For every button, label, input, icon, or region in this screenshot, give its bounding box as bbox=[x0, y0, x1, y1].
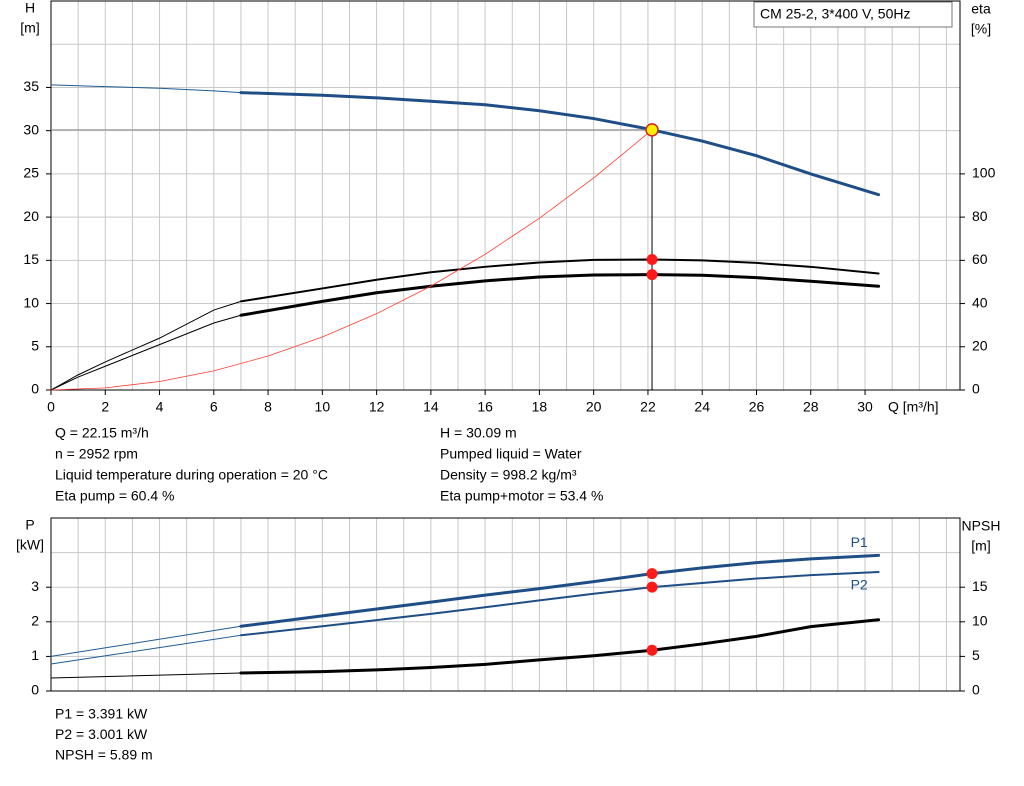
operating-point bbox=[646, 253, 658, 265]
operating-point bbox=[646, 269, 658, 281]
y2-axis-title: [%] bbox=[971, 21, 991, 37]
x-tick-label: 22 bbox=[640, 399, 656, 415]
x-tick-label: 0 bbox=[47, 399, 55, 415]
info-text: H = 30.09 m bbox=[440, 425, 517, 441]
chart-title: CM 25-2, 3*400 V, 50Hz bbox=[760, 6, 910, 22]
y-tick-label: 3 bbox=[31, 578, 39, 594]
curve-label: P2 bbox=[851, 577, 868, 593]
info-text: Eta pump+motor = 53.4 % bbox=[440, 488, 603, 504]
y-tick-label: 20 bbox=[23, 208, 39, 224]
y2-axis-title: [m] bbox=[971, 538, 990, 554]
x-tick-label: 16 bbox=[477, 399, 493, 415]
y-tick-label: 15 bbox=[23, 251, 39, 267]
info-text: n = 2952 rpm bbox=[55, 446, 138, 462]
curve bbox=[50, 625, 242, 657]
operating-point bbox=[646, 644, 658, 656]
y-axis-title: H bbox=[25, 0, 35, 16]
y-tick-label: 35 bbox=[23, 78, 39, 94]
y2-tick-label: 5 bbox=[972, 647, 980, 663]
info-text: Liquid temperature during operation = 20… bbox=[55, 467, 328, 483]
title-box bbox=[753, 1, 953, 28]
x-tick-label: 4 bbox=[156, 399, 164, 415]
curve bbox=[239, 91, 881, 197]
curve bbox=[239, 618, 881, 675]
y2-tick-label: 40 bbox=[972, 294, 988, 310]
x-axis-title: Q [m³/h] bbox=[888, 399, 939, 415]
operating-point bbox=[645, 123, 659, 137]
curve bbox=[50, 314, 242, 391]
y2-tick-label: 0 bbox=[972, 381, 980, 397]
curve bbox=[50, 84, 242, 94]
info-text: NPSH = 5.89 m bbox=[55, 747, 153, 763]
y2-tick-label: 15 bbox=[972, 578, 988, 594]
plot-frame bbox=[50, 0, 961, 391]
y-tick-label: 2 bbox=[31, 613, 39, 629]
curve bbox=[50, 634, 242, 665]
x-tick-label: 18 bbox=[532, 399, 548, 415]
y-tick-label: 0 bbox=[31, 682, 39, 698]
y-tick-label: 25 bbox=[23, 165, 39, 181]
x-tick-label: 24 bbox=[694, 399, 710, 415]
y2-tick-label: 10 bbox=[972, 613, 988, 629]
info-text: Q = 22.15 m³/h bbox=[55, 425, 149, 441]
y2-tick-label: 80 bbox=[972, 208, 988, 224]
x-tick-label: 2 bbox=[101, 399, 109, 415]
x-tick-label: 26 bbox=[749, 399, 765, 415]
y2-tick-label: 20 bbox=[972, 337, 988, 353]
curve bbox=[239, 553, 881, 628]
x-tick-label: 28 bbox=[803, 399, 819, 415]
y-axis-title: [m] bbox=[20, 20, 39, 36]
curve bbox=[50, 672, 242, 679]
y-tick-label: 30 bbox=[23, 121, 39, 137]
curve bbox=[239, 570, 880, 637]
y-axis-title: P bbox=[25, 517, 34, 533]
operating-point bbox=[646, 568, 658, 580]
y-tick-label: 0 bbox=[31, 381, 39, 397]
curve-label: P1 bbox=[851, 534, 868, 550]
x-tick-label: 12 bbox=[369, 399, 385, 415]
info-text: Density = 998.2 kg/m³ bbox=[440, 467, 577, 483]
y2-tick-label: 0 bbox=[972, 682, 980, 698]
y2-tick-label: 60 bbox=[972, 251, 988, 267]
x-tick-label: 6 bbox=[210, 399, 218, 415]
info-text: Pumped liquid = Water bbox=[440, 446, 582, 462]
y-axis-title: [kW] bbox=[16, 537, 44, 553]
operating-point bbox=[646, 581, 658, 593]
info-text: P1 = 3.391 kW bbox=[55, 706, 148, 722]
y-tick-label: 5 bbox=[31, 337, 39, 353]
y2-axis-title: NPSH bbox=[962, 518, 1001, 534]
x-tick-label: 10 bbox=[315, 399, 331, 415]
info-text: P2 = 3.001 kW bbox=[55, 726, 148, 742]
plot-frame bbox=[50, 517, 961, 692]
x-tick-label: 30 bbox=[857, 399, 873, 415]
curve bbox=[239, 273, 881, 317]
y2-axis-title: eta bbox=[971, 1, 991, 17]
curve bbox=[239, 258, 880, 303]
x-tick-label: 14 bbox=[423, 399, 439, 415]
x-tick-label: 8 bbox=[264, 399, 272, 415]
curve bbox=[50, 129, 653, 391]
y-tick-label: 10 bbox=[23, 294, 39, 310]
info-text: Eta pump = 60.4 % bbox=[55, 488, 174, 504]
x-tick-label: 20 bbox=[586, 399, 602, 415]
y2-tick-label: 100 bbox=[972, 165, 996, 181]
y-tick-label: 1 bbox=[31, 647, 39, 663]
curve bbox=[50, 300, 242, 391]
